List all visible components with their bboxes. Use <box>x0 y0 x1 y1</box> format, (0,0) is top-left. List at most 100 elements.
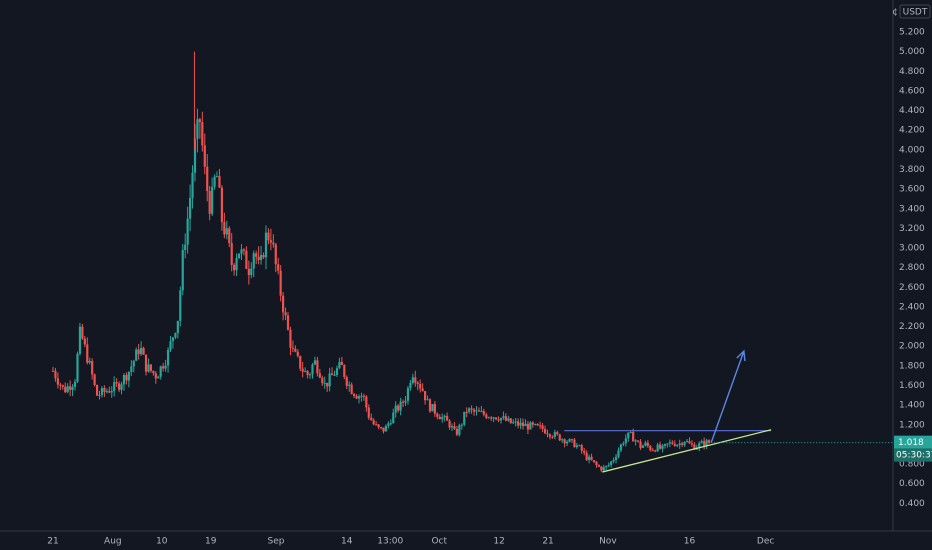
candle-body <box>228 228 231 244</box>
candle-body <box>338 361 341 369</box>
candle-body <box>539 425 542 427</box>
candle-body <box>681 443 684 445</box>
candle-body <box>529 422 532 430</box>
candle-body <box>159 366 162 377</box>
candle-body <box>614 456 618 460</box>
candle-body <box>267 232 270 241</box>
candle-body <box>142 347 145 355</box>
support-trendline[interactable] <box>602 429 772 473</box>
candle-body <box>296 351 299 356</box>
candle-body <box>81 326 84 339</box>
candle-body <box>546 433 549 435</box>
candle-body <box>299 355 302 369</box>
currency-label-box <box>899 4 931 19</box>
candle-body <box>105 391 108 393</box>
candle-body <box>308 374 312 376</box>
last-price-tag[interactable] <box>894 435 932 449</box>
candle-body <box>211 186 214 214</box>
candle-body <box>247 268 250 276</box>
candle-body <box>570 439 574 441</box>
candle-body <box>306 371 309 376</box>
candle-body <box>164 365 167 369</box>
candle-body <box>465 411 468 413</box>
candle-body <box>607 464 610 466</box>
breakout-arrow[interactable] <box>710 350 745 443</box>
candle-body <box>421 388 424 392</box>
price-tick-label: 1.800 <box>899 361 925 371</box>
candle-body <box>600 466 603 471</box>
candle-body <box>188 198 192 219</box>
breakout-arrow-head <box>736 349 746 362</box>
candle-body <box>171 337 175 342</box>
candle-body <box>157 376 160 379</box>
candle-body <box>595 461 598 466</box>
candle-body <box>91 360 94 375</box>
candle-body <box>203 145 206 167</box>
candle-body <box>401 401 405 403</box>
candle-body <box>262 255 265 258</box>
price-tick-label: 2.200 <box>899 322 925 332</box>
candle-body <box>115 382 118 384</box>
candle-body <box>705 440 708 446</box>
candle-body <box>125 374 128 381</box>
candle-body <box>514 421 517 423</box>
candle-body <box>117 383 121 390</box>
candle-body <box>534 423 537 425</box>
candle-body <box>605 465 608 468</box>
candle-body <box>242 249 246 251</box>
candle-body <box>54 370 57 379</box>
time-tick-label: 14 <box>341 537 353 547</box>
candle-body <box>291 347 295 349</box>
candle-body <box>120 384 123 390</box>
candle-body <box>93 374 96 386</box>
candle-body <box>419 384 422 389</box>
candle-body <box>666 443 669 445</box>
candle-body <box>563 439 566 444</box>
scale-menu-icon: ¢ <box>892 8 898 18</box>
candle-body <box>103 387 106 392</box>
candle-body <box>426 399 429 401</box>
candle-body <box>504 416 507 421</box>
candle-body <box>565 441 569 444</box>
candle-body <box>619 444 623 451</box>
candle-body <box>531 422 534 425</box>
price-tick-label: 0.400 <box>899 499 925 509</box>
candle-body <box>558 434 561 441</box>
candle-body <box>154 373 157 379</box>
candle-body <box>56 378 59 385</box>
candle-body <box>110 391 113 393</box>
candle-body <box>304 371 307 373</box>
candle-body <box>152 370 155 374</box>
candle-body <box>357 396 361 399</box>
candle-body <box>602 467 605 471</box>
candle-body <box>624 438 627 444</box>
candle-body <box>384 425 388 432</box>
candle-body <box>264 232 268 258</box>
candle-body <box>482 411 485 415</box>
candle-body <box>66 386 69 393</box>
candle-body <box>71 386 74 390</box>
price-tick-label: 2.600 <box>899 283 925 293</box>
candle-body <box>656 444 659 452</box>
time-tick-label: 21 <box>542 537 553 547</box>
candle-body <box>494 417 498 420</box>
candle-body <box>632 431 635 442</box>
candle-body <box>636 440 640 442</box>
price-tick-label: 2.800 <box>899 263 925 273</box>
candle-body <box>73 381 77 387</box>
candle-body <box>453 426 456 429</box>
candle-body <box>568 439 571 442</box>
candle-body <box>433 404 436 414</box>
price-tick-label: 4.000 <box>899 145 925 155</box>
price-tick-label: 3.000 <box>899 244 925 254</box>
candle-body <box>98 394 101 396</box>
candle-body <box>326 382 329 387</box>
time-tick-label: Sep <box>268 537 285 547</box>
candle-body <box>394 405 397 413</box>
candle-body <box>512 422 515 424</box>
candle-body <box>676 445 679 447</box>
candle-body <box>245 250 248 269</box>
candle-body <box>51 370 55 372</box>
